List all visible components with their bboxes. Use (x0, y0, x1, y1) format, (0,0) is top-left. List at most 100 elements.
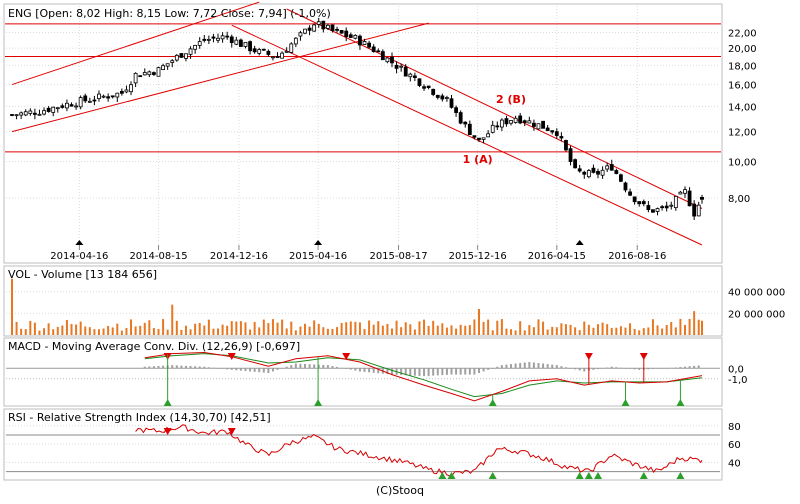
candle-body (422, 86, 426, 89)
macd-histogram-bar (427, 368, 430, 376)
macd-histogram-bar (198, 366, 201, 369)
volume-bar (130, 319, 133, 335)
rsi-panel-title: RSI - Relative Strength Index (14,30,70)… (8, 411, 271, 424)
volume-bar (175, 320, 178, 335)
volume-bar (294, 330, 297, 335)
rsi-buy-marker (676, 472, 685, 479)
candle-body (348, 34, 353, 38)
macd-histogram-bar (693, 365, 696, 369)
volume-bar (56, 326, 59, 335)
macd-histogram-bar (647, 368, 650, 370)
volume-bar (184, 325, 187, 335)
volume-bar (629, 323, 632, 335)
wave-label: 1 (A) (463, 153, 493, 166)
macd-histogram-bar (564, 367, 567, 369)
macd-histogram-bar (500, 365, 503, 369)
candle-body (284, 50, 289, 53)
volume-bar (386, 323, 389, 335)
price-y-tick-label: 10,00 (728, 157, 757, 168)
volume-bar (578, 330, 581, 335)
candle-body (51, 106, 56, 113)
candle-body (220, 35, 225, 40)
candle-body (330, 24, 335, 31)
macd-histogram (143, 361, 700, 377)
volume-bar (203, 325, 206, 335)
volume-bar (423, 319, 426, 335)
candle-body (637, 201, 642, 205)
volume-bar (308, 326, 311, 335)
candle-body (124, 89, 129, 93)
rsi-y-tick-label: 60 (728, 440, 741, 451)
candle-body (527, 120, 532, 124)
rsi-sell-marker (163, 428, 172, 435)
volume-bar (134, 326, 137, 335)
volume-bar (125, 327, 128, 335)
macd-histogram-bar (592, 368, 595, 370)
macd-histogram-bar (345, 368, 348, 369)
volume-bar (38, 330, 41, 335)
candle-body (554, 131, 559, 136)
candle-body (248, 41, 252, 52)
volume-bar (528, 325, 531, 335)
candle-body (591, 167, 596, 173)
macd-histogram-bar (514, 363, 517, 369)
volume-bar (84, 326, 87, 335)
candle-body (426, 85, 431, 88)
macd-histogram-bar (455, 368, 458, 375)
macd-y-axis: 0,0-1,0 (728, 364, 748, 385)
macd-buy-marker (314, 399, 323, 406)
volume-bar (555, 327, 558, 335)
candle-body (271, 56, 275, 59)
macd-histogram-bar (546, 364, 549, 369)
candle-body (225, 35, 230, 38)
candle-body (161, 65, 165, 71)
candle-body (243, 41, 248, 47)
macd-panel-title: MACD - Moving Average Conv. Div. (12,26,… (8, 340, 300, 353)
volume-bar (322, 327, 325, 335)
candle-body (499, 119, 504, 128)
volume-bar (610, 327, 613, 335)
macd-histogram-bar (413, 368, 416, 376)
candle-body (600, 169, 605, 176)
volume-bar (642, 328, 645, 335)
candle-body (133, 72, 138, 84)
macd-sell-marker (639, 353, 648, 360)
volume-bar (253, 321, 256, 335)
candle-body (165, 63, 170, 67)
candle-body (42, 110, 46, 115)
volume-bar (276, 322, 279, 335)
rsi-grid (6, 425, 720, 473)
candle-body (316, 21, 321, 25)
price-y-tick-label: 14,00 (728, 102, 757, 113)
volume-bar (693, 311, 696, 335)
candle-body (69, 104, 74, 107)
macd-histogram-bar (674, 367, 677, 369)
macd-histogram-bar (294, 363, 297, 369)
candle-body (431, 88, 436, 95)
time-marker-triangle (75, 240, 84, 245)
macd-histogram-bar (386, 368, 389, 375)
macd-histogram-bar (372, 368, 375, 373)
volume-bar (459, 324, 462, 335)
volume-bar (235, 321, 238, 335)
volume-bar (542, 321, 545, 335)
volume-bar (43, 328, 46, 335)
volume-bar (500, 319, 503, 335)
volume-bar (482, 321, 485, 335)
volume-bar (75, 324, 78, 335)
candle-body (541, 120, 545, 129)
macd-histogram-bar (496, 366, 499, 369)
candle-body (303, 28, 307, 34)
candle-body (101, 95, 106, 98)
volume-bar (564, 324, 567, 335)
macd-histogram-bar (267, 368, 270, 373)
candle-body (669, 204, 674, 207)
volume-bar (674, 327, 677, 335)
volume-bar (239, 321, 242, 335)
candle-body (229, 36, 234, 43)
candle-body (362, 41, 367, 45)
price-y-axis: 8,00 10,00 12,00 14,00 16,00 18,00 20,00 22,00 (728, 29, 757, 205)
price-x-tick-label: 2014-08-15 (129, 251, 187, 262)
volume-bar (487, 319, 490, 335)
volume-grid (6, 291, 720, 314)
